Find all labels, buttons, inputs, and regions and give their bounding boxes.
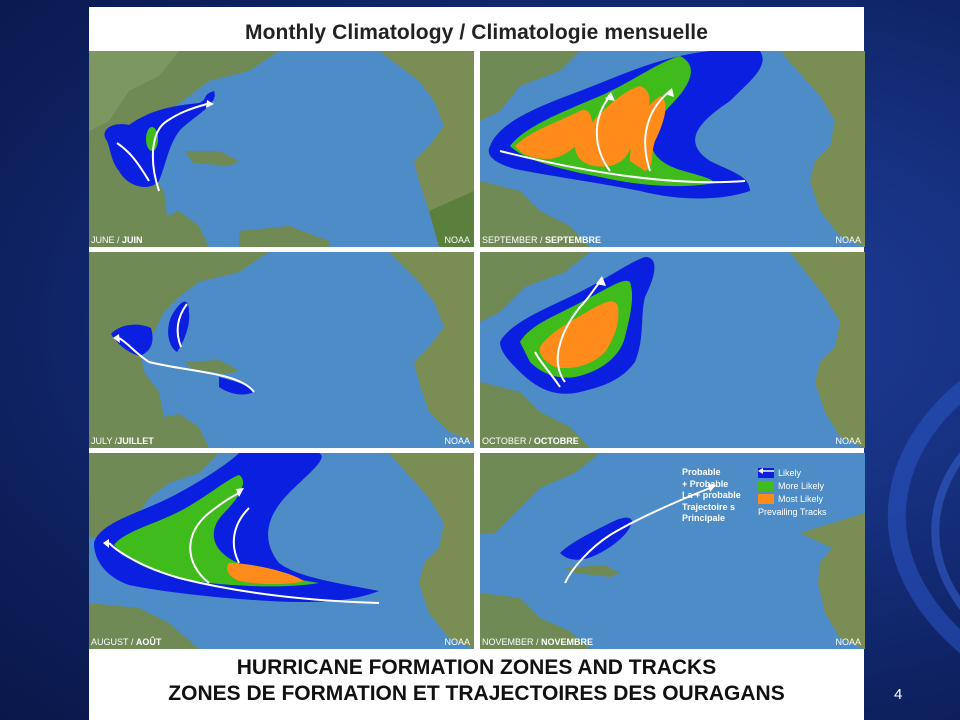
footer-title-english: HURRICANE FORMATION ZONES AND TRACKS — [236, 656, 717, 679]
map-july — [89, 252, 474, 448]
legend-row-most-likely: Most Likely — [758, 493, 838, 505]
panel-source-label: NOAA — [835, 637, 861, 647]
background-swoosh — [887, 380, 960, 654]
panel-month-label: SEPTEMBER / SEPTEMBRE — [482, 235, 602, 245]
figure-footer: HURRICANE FORMATION ZONES AND TRACKS ZON… — [89, 655, 864, 707]
panel-source-label: NOAA — [835, 235, 861, 245]
legend-row-more-likely: More Likely — [758, 480, 838, 492]
map-panel-september: SEPTEMBER / SEPTEMBRE NOAA — [480, 51, 865, 247]
map-october — [480, 252, 865, 448]
map-panel-june: JUNE / JUIN NOAA — [89, 51, 474, 247]
legend-swatch-more-likely — [758, 481, 774, 491]
panel-source-label: NOAA — [444, 235, 470, 245]
slide-number: 4 — [894, 686, 903, 703]
map-legend: Probable + Probable La + probable Trajec… — [682, 467, 832, 531]
map-panel-november: Probable + Probable La + probable Trajec… — [480, 453, 865, 649]
legend-fr-label: Trajectoire s — [682, 501, 736, 512]
legend-french-labels: Probable + Probable La + probable Trajec… — [682, 467, 752, 525]
map-september — [480, 51, 865, 247]
figure-title: Monthly Climatology / Climatologie mensu… — [245, 21, 708, 44]
legend-fr-label: La + probable — [682, 490, 741, 500]
legend-swatch-most-likely — [758, 494, 774, 504]
panel-month-label: OCTOBER / OCTOBRE — [482, 436, 579, 446]
panel-source-label: NOAA — [444, 436, 470, 446]
legend-english-labels: Likely More Likely Most Likely Prevailin… — [758, 467, 838, 518]
legend-fr-label: + Probable — [682, 478, 729, 489]
legend-tracks-label: Prevailing Tracks — [758, 507, 827, 517]
map-panel-july: JULY /JUILLET NOAA — [89, 252, 474, 448]
legend-fr-label: Probable — [682, 467, 721, 477]
map-june — [89, 51, 474, 247]
panel-source-label: NOAA — [444, 637, 470, 647]
map-august — [89, 453, 474, 649]
panel-month-label: JUNE / JUIN — [91, 235, 143, 245]
map-panel-august: AUGUST / AOÛT NOAA — [89, 453, 474, 649]
legend-en-label: Most Likely — [778, 494, 824, 504]
legend-row-tracks: Prevailing Tracks — [758, 468, 838, 518]
panel-month-label: JULY /JUILLET — [91, 436, 154, 446]
hurricane-climatology-figure: Monthly Climatology / Climatologie mensu… — [89, 7, 865, 720]
panel-month-label: NOVEMBER / NOVEMBRE — [482, 637, 594, 647]
legend-en-label: Likely — [778, 468, 802, 478]
legend-fr-label: Principale — [682, 513, 726, 523]
legend-row-likely: Likely — [758, 467, 838, 479]
map-november — [480, 453, 865, 649]
panel-source-label: NOAA — [835, 436, 861, 446]
map-panel-october: OCTOBER / OCTOBRE NOAA — [480, 252, 865, 448]
track-arrow-icon — [758, 468, 774, 474]
panel-month-label: AUGUST / AOÛT — [91, 637, 162, 647]
legend-swatch-likely — [758, 468, 774, 478]
footer-title-french: ZONES DE FORMATION ET TRAJECTOIRES DES O… — [168, 682, 785, 705]
legend-en-label: More Likely — [778, 481, 825, 491]
